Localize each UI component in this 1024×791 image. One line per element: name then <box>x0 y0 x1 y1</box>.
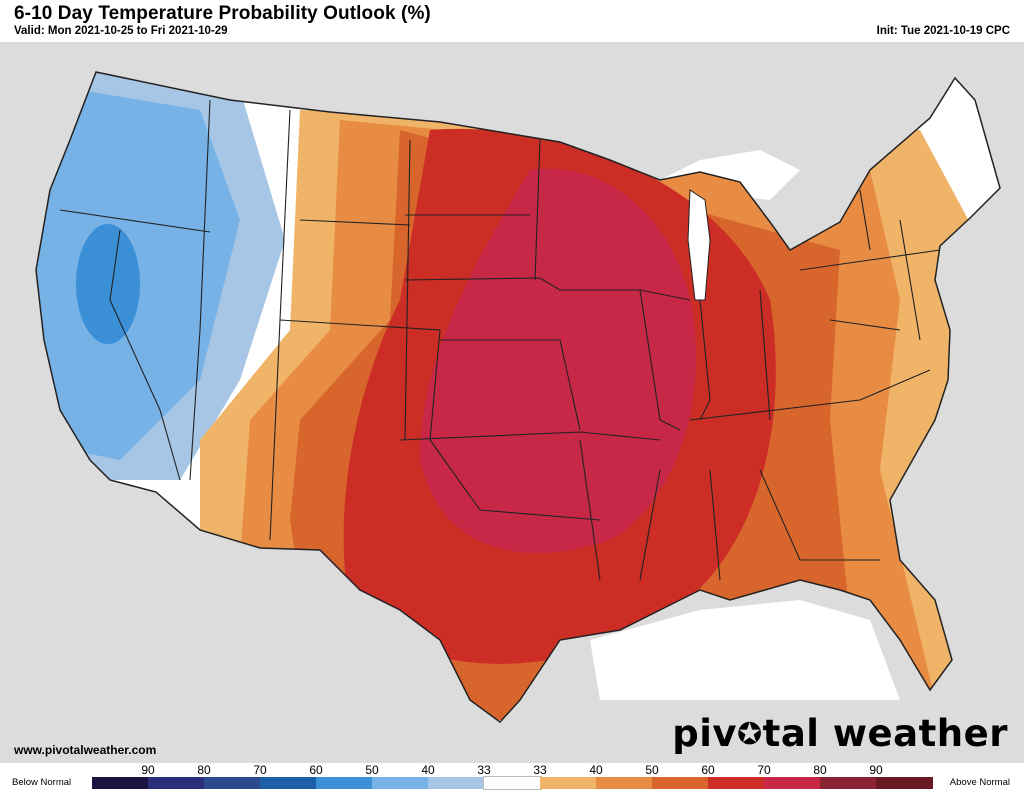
map-svg <box>0 42 1024 763</box>
legend-tick: 90 <box>869 763 883 777</box>
state-borders <box>59 99 941 581</box>
legend-swatch <box>428 777 485 789</box>
valid-period: Valid: Mon 2021-10-25 to Fri 2021-10-29 <box>14 25 228 37</box>
legend-tick: 70 <box>253 763 267 777</box>
below-normal-label: Below Normal <box>12 777 72 788</box>
legend-swatch <box>764 777 821 789</box>
legend-tick: 33 <box>533 763 547 777</box>
legend-tick: 50 <box>365 763 379 777</box>
legend-swatch <box>92 777 149 789</box>
legend-tick: 33 <box>477 763 491 777</box>
legend-tick: 40 <box>589 763 603 777</box>
legend-tick: 40 <box>421 763 435 777</box>
us-outline <box>35 71 1001 724</box>
legend-swatch <box>148 777 205 789</box>
website-url: www.pivotalweather.com <box>14 743 157 757</box>
legend-swatch <box>372 777 429 789</box>
legend-tick: 60 <box>309 763 323 777</box>
legend-swatch <box>204 777 261 789</box>
legend-swatch <box>596 777 653 789</box>
gear-icon: ✪ <box>737 717 763 752</box>
legend-swatch <box>876 777 933 789</box>
legend-tick: 90 <box>141 763 155 777</box>
below-50-area <box>76 224 140 344</box>
probability-shading <box>36 72 990 720</box>
color-legend: Below Normal Above Normal 90 80 70 60 50 40 33… <box>0 763 1024 791</box>
above-normal-label: Above Normal <box>949 777 1010 788</box>
legend-tick: 60 <box>701 763 715 777</box>
legend-swatch <box>708 777 765 789</box>
above-70-area <box>420 168 697 554</box>
legend-tick: 80 <box>197 763 211 777</box>
lake-michigan <box>687 189 711 301</box>
legend-swatch <box>652 777 709 789</box>
legend-swatch <box>820 777 877 789</box>
brand-logo: piv✪tal weather <box>672 712 1008 755</box>
brand-text-1: piv <box>672 712 738 755</box>
legend-swatch <box>260 777 317 789</box>
init-time: Init: Tue 2021-10-19 CPC <box>876 25 1010 37</box>
legend-tick: 70 <box>757 763 771 777</box>
legend-swatch <box>540 777 597 789</box>
legend-swatch <box>483 776 542 790</box>
legend-swatch <box>316 777 373 789</box>
gulf-of-mexico <box>590 600 900 700</box>
legend-tick: 80 <box>813 763 827 777</box>
legend-tick: 50 <box>645 763 659 777</box>
brand-text-2: tal weather <box>762 712 1008 755</box>
outlook-map <box>0 42 1024 763</box>
header: 6-10 Day Temperature Probability Outlook… <box>0 0 1024 42</box>
map-title: 6-10 Day Temperature Probability Outlook… <box>14 3 431 24</box>
